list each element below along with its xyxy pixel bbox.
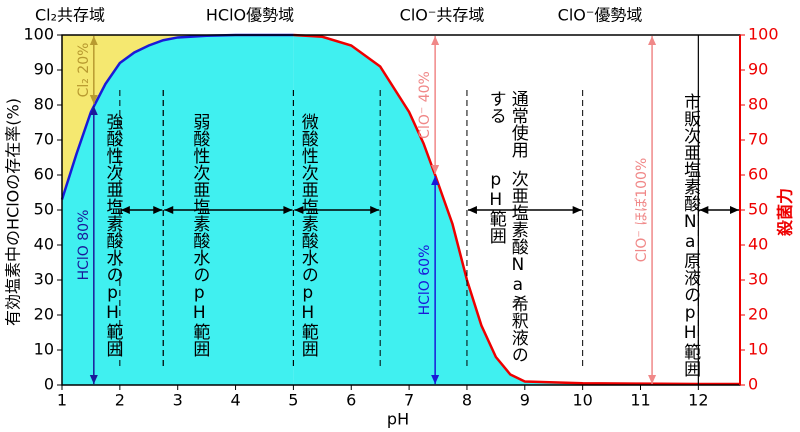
range-label-line: 弱酸性次亜塩素酸水のpH範囲 xyxy=(189,113,210,357)
y-tick-label: 40 xyxy=(34,235,54,254)
x-tick-label: 9 xyxy=(520,391,530,410)
arrow-head xyxy=(89,375,98,384)
arrow-head xyxy=(370,206,380,214)
y-tick-label: 70 xyxy=(34,130,54,149)
range-label-box: 弱酸性次亜塩素酸水のpH範囲 xyxy=(188,90,210,380)
arrow-head xyxy=(294,206,304,214)
arrow-head xyxy=(153,206,163,214)
y-tick-label: 90 xyxy=(34,60,54,79)
range-label-line: 微酸性次亜塩素酸水のpH範囲 xyxy=(297,113,318,357)
y2-tick-label: 40 xyxy=(748,235,768,254)
percent-label: HClO 80% xyxy=(76,210,92,281)
y2-tick-label: 90 xyxy=(748,60,768,79)
range-arrow xyxy=(294,206,380,214)
arrow-head xyxy=(431,165,440,174)
percent-arrow xyxy=(648,36,657,384)
arrow-head xyxy=(431,375,440,384)
range-label-box: 微酸性次亜塩素酸水のpH範囲 xyxy=(297,90,319,380)
range-label-box: 市販次亜塩素酸Na原液のpH範囲 xyxy=(679,90,701,380)
y-tick-label: 80 xyxy=(34,95,54,114)
x-tick-label: 11 xyxy=(630,391,650,410)
arrow-head xyxy=(431,176,440,185)
y2-axis-label: 殺菌力 xyxy=(776,188,795,237)
percent-label: Cl₂ 20% xyxy=(76,43,92,98)
y2-tick-label: 70 xyxy=(748,130,768,149)
arrow-head xyxy=(89,106,98,115)
y-tick-label: 30 xyxy=(34,270,54,289)
range-label-line: 市販次亜塩素酸Na原液のpH範囲 xyxy=(680,93,701,377)
y-axis-label: 有効塩素中のHClOの存在率(%) xyxy=(4,98,23,326)
x-tick-label: 1 xyxy=(57,391,67,410)
range-label: 通常使用する次亜塩素酸Na希釈液のpH範囲 xyxy=(485,90,529,380)
arrow-head xyxy=(431,36,440,45)
area-below xyxy=(293,35,740,385)
region-label: ClO⁻優勢域 xyxy=(558,6,643,25)
range-label-line: 強酸性次亜塩素酸水のpH範囲 xyxy=(102,113,123,357)
y2-tick-label: 50 xyxy=(748,200,768,219)
arrow-head xyxy=(648,36,657,45)
area-above xyxy=(62,35,294,200)
arrow-head xyxy=(467,206,477,214)
y-tick-label: 20 xyxy=(34,305,54,324)
x-tick-label: 4 xyxy=(230,391,240,410)
y2-tick-label: 60 xyxy=(748,165,768,184)
range-arrow xyxy=(120,206,163,214)
y2-tick-label: 0 xyxy=(748,375,758,394)
region-label: Cl₂共存域 xyxy=(35,6,105,25)
range-label: 強酸性次亜塩素酸水のpH範囲 xyxy=(102,90,124,380)
percent-arrow xyxy=(89,106,98,384)
percent-label: ClO⁻ ほぼ100% xyxy=(634,158,650,263)
percent-label: ClO⁻ 40% xyxy=(417,71,433,139)
range-arrow xyxy=(467,206,582,214)
range-label: 市販次亜塩素酸Na原液のpH範囲 xyxy=(679,90,701,380)
range-label-line: 通常使用する xyxy=(485,90,528,158)
arrow-head xyxy=(572,206,582,214)
y2-tick-label: 80 xyxy=(748,95,768,114)
y-tick-label: 0 xyxy=(44,375,54,394)
y-tick-label: 10 xyxy=(34,340,54,359)
y-tick-label: 50 xyxy=(34,200,54,219)
y2-tick-label: 20 xyxy=(748,305,768,324)
y2-tick-label: 10 xyxy=(748,340,768,359)
arrow-head xyxy=(89,95,98,104)
percent-arrow xyxy=(89,36,98,104)
arrow-head xyxy=(648,375,657,384)
arrow-head xyxy=(89,36,98,45)
range-label-box: 強酸性次亜塩素酸水のpH範囲 xyxy=(102,90,124,380)
arrow-head xyxy=(164,206,174,214)
arrow-head xyxy=(120,206,130,214)
x-tick-label: 5 xyxy=(288,391,298,410)
arrow-head xyxy=(699,206,709,214)
y-tick-label: 60 xyxy=(34,165,54,184)
x-tick-label: 2 xyxy=(115,391,125,410)
arrow-head xyxy=(730,206,739,214)
region-label: ClO⁻共存域 xyxy=(400,6,485,25)
x-axis-label: pH xyxy=(387,410,409,429)
y2-tick-label: 30 xyxy=(748,270,768,289)
range-label: 微酸性次亜塩素酸水のpH範囲 xyxy=(297,90,319,380)
percent-label: HClO 60% xyxy=(417,245,433,316)
range-label-line: 次亜塩素酸Na希釈液のpH範囲 xyxy=(485,170,528,364)
y2-tick-label: 100 xyxy=(748,25,779,44)
range-label: 弱酸性次亜塩素酸水のpH範囲 xyxy=(188,90,210,380)
x-tick-label: 3 xyxy=(173,391,183,410)
x-tick-label: 6 xyxy=(346,391,356,410)
range-arrow xyxy=(164,206,293,214)
x-tick-label: 8 xyxy=(462,391,472,410)
percent-arrow xyxy=(431,176,440,384)
x-tick-label: 12 xyxy=(688,391,708,410)
arrow-head xyxy=(283,206,293,214)
x-tick-label: 10 xyxy=(572,391,592,410)
y-tick-label: 100 xyxy=(23,25,54,44)
percent-arrow xyxy=(431,36,440,174)
region-label: HClO優勢域 xyxy=(206,6,294,25)
x-tick-label: 7 xyxy=(404,391,414,410)
range-arrow xyxy=(699,206,739,214)
